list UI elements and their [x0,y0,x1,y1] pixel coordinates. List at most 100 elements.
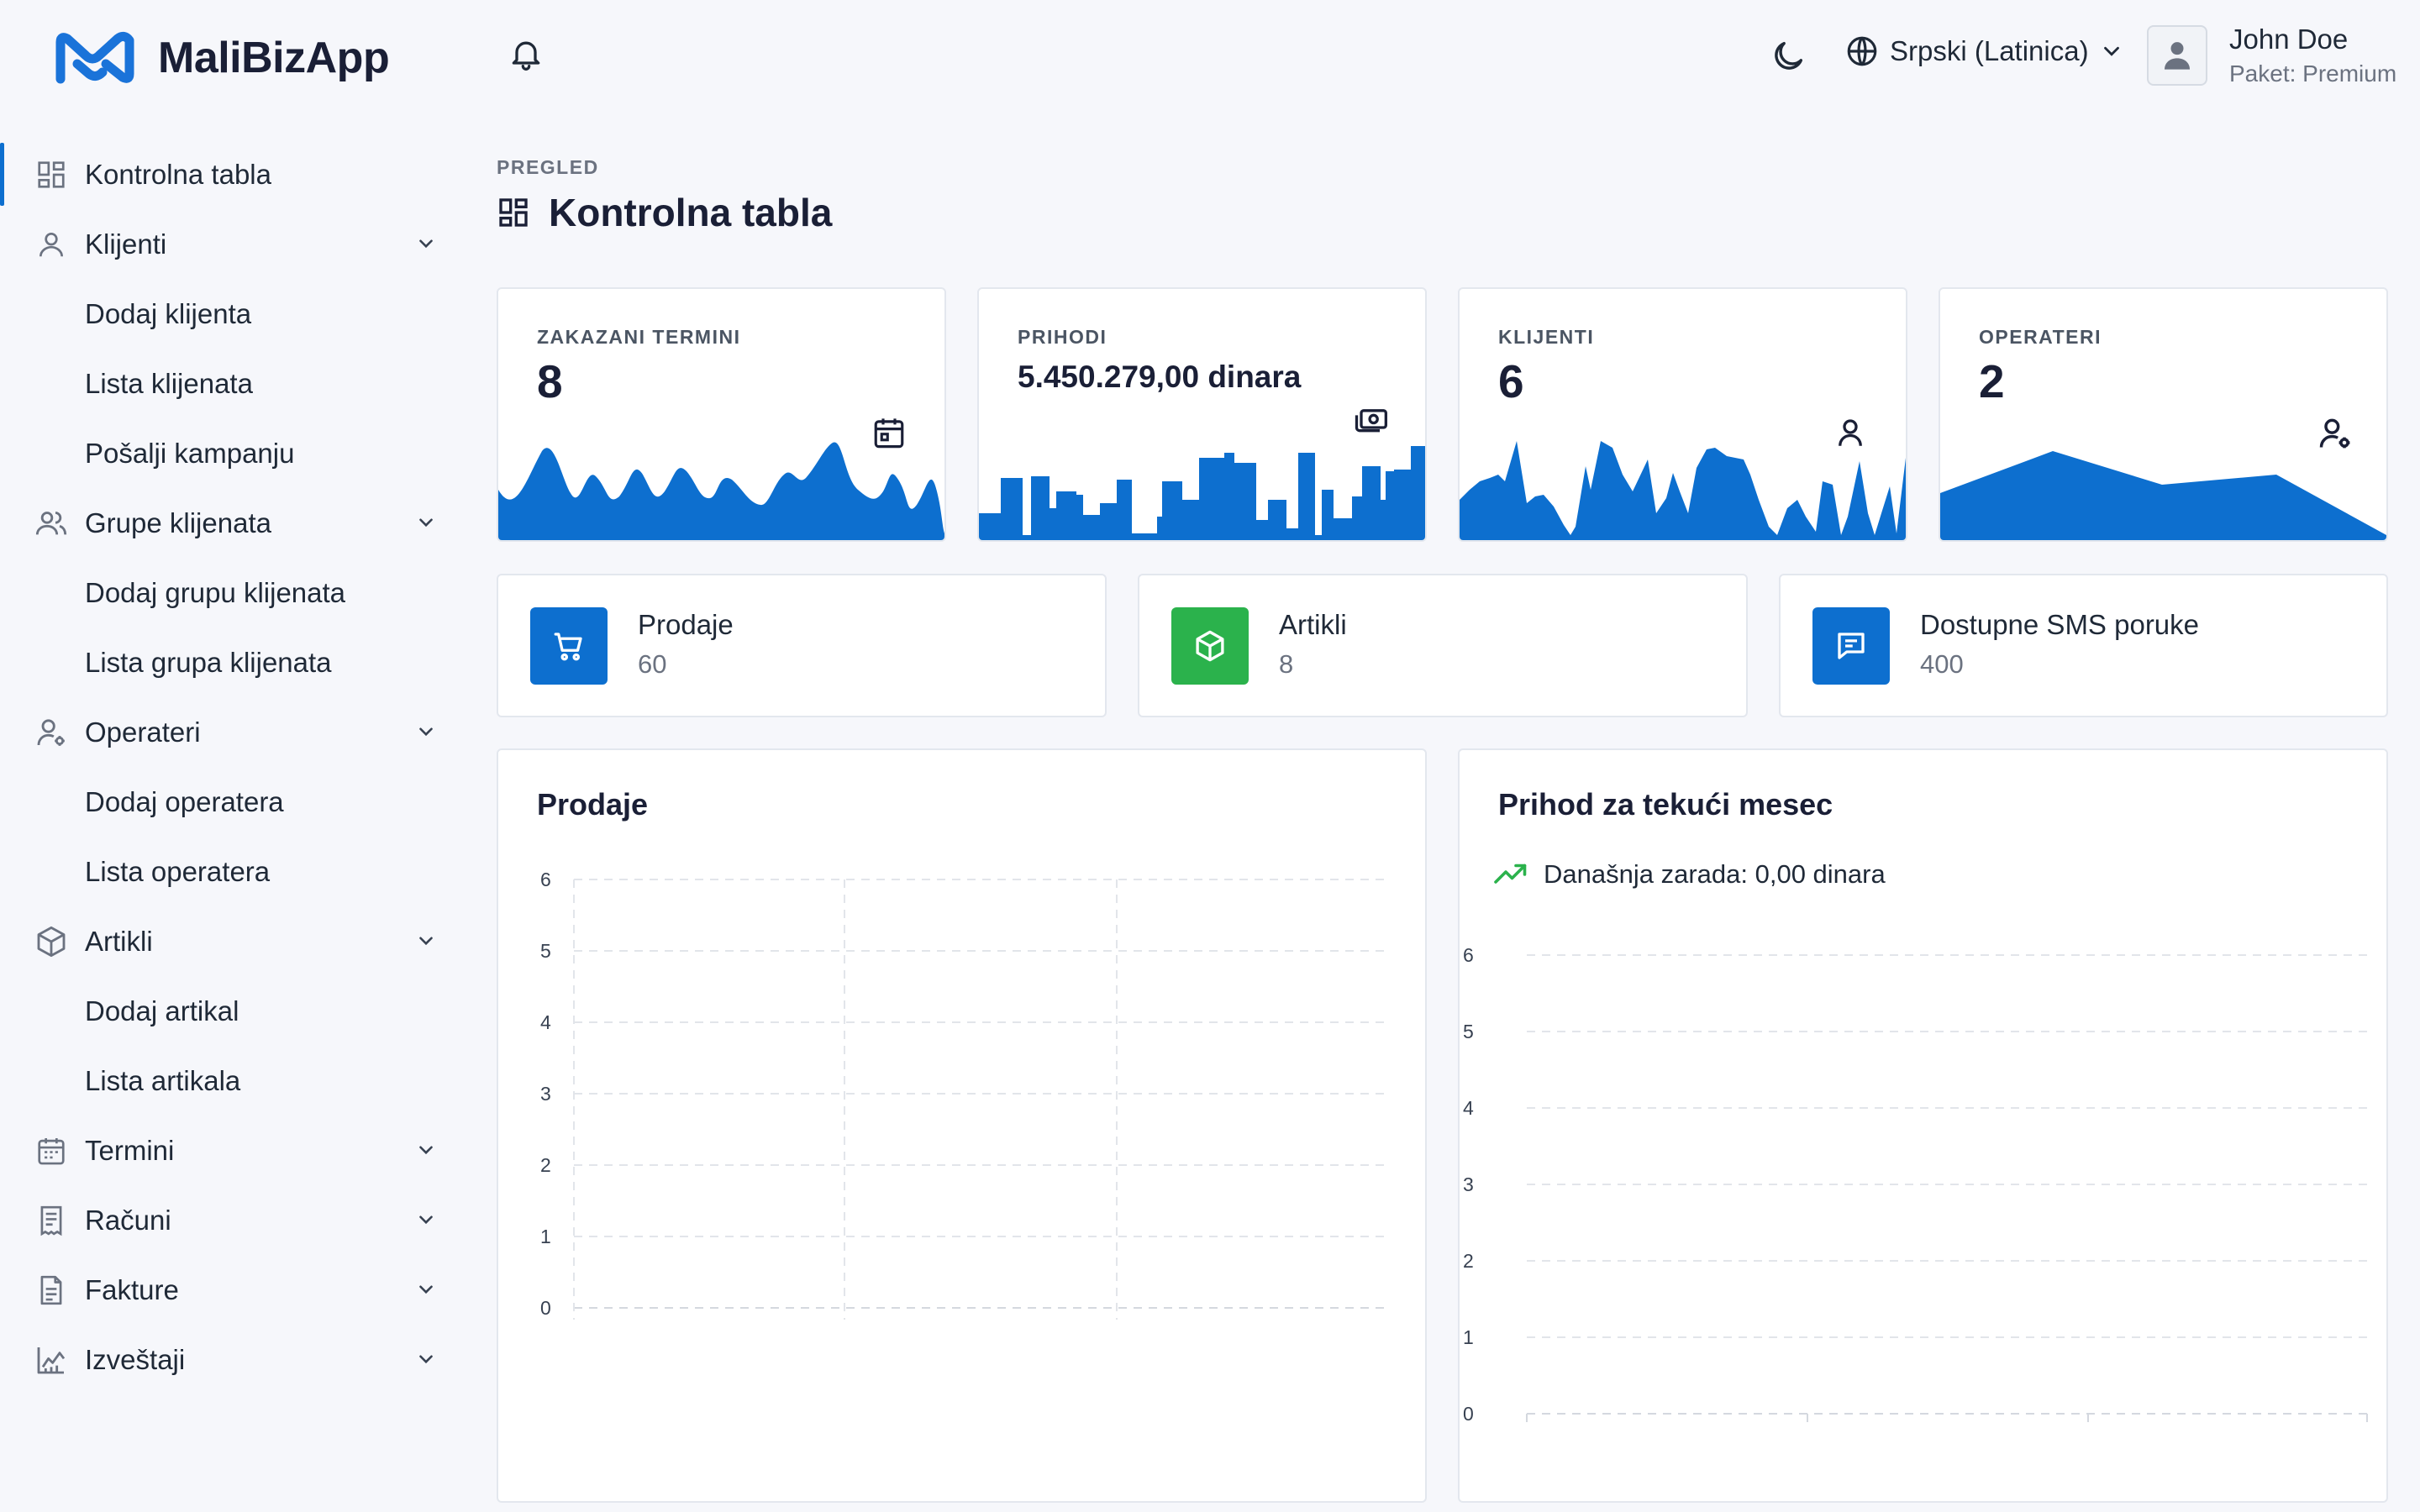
language-selector[interactable]: Srpski (Latinica) [1844,34,2124,69]
todays-earnings: Današnja zarada: 0,00 dinara [1493,859,1886,890]
user-plan: Paket: Premium [2229,60,2397,87]
y-tick-label: 0 [540,1297,551,1319]
sidebar-item-racuni[interactable]: Računi [0,1185,454,1255]
report-chart-icon [34,1342,69,1378]
money-icon [1355,409,1387,433]
info-card-prodaje[interactable]: Prodaje 60 [497,574,1107,717]
stat-label: OPERATERI [1979,326,2102,348]
dashboard-icon [34,157,69,192]
info-icon-box [530,607,608,685]
y-tick-label: 0 [1463,1403,1474,1425]
sidebar-item-label: Fakture [85,1273,179,1305]
sidebar-subitem-lista-klijenata[interactable]: Lista klijenata [85,367,253,399]
y-tick-label: 2 [1463,1250,1474,1272]
stat-card-klijenti[interactable]: KLIJENTI 6 [1458,287,1907,542]
chevron-down-icon [419,518,433,528]
app-logo[interactable]: MaliBizApp [55,30,390,86]
user-menu[interactable]: John Doe Paket: Premium [2147,24,2396,87]
sidebar-subitem-dodaj-grupu[interactable]: Dodaj grupu klijenata [85,576,346,608]
avatar [2147,25,2207,86]
info-value: 60 [638,649,667,679]
user-icon [34,227,69,262]
sidebar-subitem-lista-artikala[interactable]: Lista artikala [85,1064,241,1096]
info-title: Artikli [1279,609,1347,640]
info-card-sms[interactable]: Dostupne SMS poruke 400 [1779,574,2388,717]
chevron-down-icon [419,1285,433,1294]
y-tick-label: 5 [1463,1021,1474,1042]
chart-card-prodaje: Prodaje 6 5 4 3 2 1 0 [497,748,1427,1503]
users-icon [34,506,69,541]
notifications-bell-icon[interactable] [508,35,544,72]
box-icon [1196,630,1224,662]
page-title-text: Kontrolna tabla [549,191,833,234]
sidebar-subitem-lista-grupa[interactable]: Lista grupa klijenata [85,646,332,678]
sidebar-item-artikli[interactable]: Artikli [0,906,454,976]
sparkline-klijenti [1460,441,1906,540]
stat-label: PRIHODI [1018,326,1107,348]
stat-card-operateri[interactable]: OPERATERI 2 [1939,287,2388,542]
trending-up-icon [1494,864,1527,884]
chevron-down-icon [2103,46,2119,56]
cart-icon [554,633,582,661]
todays-earnings-text: Današnja zarada: 0,00 dinara [1544,859,1886,889]
breadcrumb: PREGLED [497,156,599,178]
y-tick-label: 2 [540,1154,551,1176]
box-icon [34,924,69,959]
info-card-artikli[interactable]: Artikli 8 [1138,574,1748,717]
sidebar-item-termini[interactable]: Termini [0,1116,454,1185]
sidebar-item-grupe-klijenata[interactable]: Grupe klijenata [0,488,454,558]
sidebar: Kontrolna tabla Klijenti Dodaj klijenta … [0,139,454,1394]
sidebar-item-klijenti[interactable]: Klijenti [0,209,454,279]
invoice-icon [34,1273,69,1308]
info-icon-box [1812,607,1890,685]
sidebar-subitem-posalji-kampanju[interactable]: Pošalji kampanju [85,437,295,469]
sidebar-item-fakture[interactable]: Fakture [0,1255,454,1325]
stat-card-prihodi[interactable]: PRIHODI 5.450.279,00 dinara [977,287,1427,542]
y-tick-label: 6 [540,869,551,890]
stat-card-termini[interactable]: ZAKAZANI TERMINI 8 [497,287,946,542]
sidebar-item-label: Klijenti [85,228,167,260]
sidebar-item-label: Izveštaji [85,1343,186,1375]
sidebar-item-label: Grupe klijenata [85,507,271,538]
stat-value: 5.450.279,00 dinara [1018,360,1302,394]
stat-label: KLIJENTI [1498,326,1595,348]
sidebar-subitem-dodaj-operatera[interactable]: Dodaj operatera [85,785,284,817]
globe-icon [1847,36,1877,66]
chevron-down-icon [419,1355,433,1364]
sidebar-item-dashboard[interactable]: Kontrolna tabla [0,139,454,209]
dark-mode-toggle-icon[interactable] [1769,37,1807,76]
info-title: Prodaje [638,609,734,640]
sidebar-item-label: Računi [85,1204,171,1236]
sparkline-termini [498,442,944,540]
stat-value: 8 [537,355,563,407]
sidebar-subitem-dodaj-artikal[interactable]: Dodaj artikal [85,995,239,1026]
info-title: Dostupne SMS poruke [1920,609,2200,640]
stat-value: 2 [1979,355,2005,407]
info-value: 8 [1279,649,1294,679]
y-tick-label: 3 [1463,1173,1474,1195]
sales-chart: 6 5 4 3 2 1 0 [540,869,1389,1320]
sidebar-item-label: Artikli [85,925,153,957]
user-icon [1839,419,1862,446]
sidebar-item-operateri[interactable]: Operateri [0,697,454,767]
chevron-down-icon [419,239,433,249]
y-tick-label: 3 [540,1083,551,1105]
page-title: Kontrolna tabla [497,190,832,235]
chevron-down-icon [419,1215,433,1225]
message-icon [1838,633,1865,659]
user-cog-icon [34,715,69,750]
sparkline-operateri [1940,451,2386,540]
sidebar-subitem-dodaj-klijenta[interactable]: Dodaj klijenta [85,297,252,329]
stat-value: 6 [1498,355,1524,407]
sidebar-item-izvestaji[interactable]: Izveštaji [0,1325,454,1394]
y-tick-label: 1 [1463,1326,1474,1348]
revenue-chart: 6 5 4 3 2 1 0 [1463,944,2368,1425]
y-tick-label: 5 [540,940,551,962]
dashboard-icon [499,198,528,227]
sidebar-subitem-lista-operatera[interactable]: Lista operatera [85,855,271,887]
y-tick-label: 4 [540,1011,551,1033]
y-tick-label: 1 [540,1226,551,1247]
calendar-icon [34,1133,69,1168]
info-value: 400 [1920,649,1964,679]
y-tick-label: 6 [1463,944,1474,966]
